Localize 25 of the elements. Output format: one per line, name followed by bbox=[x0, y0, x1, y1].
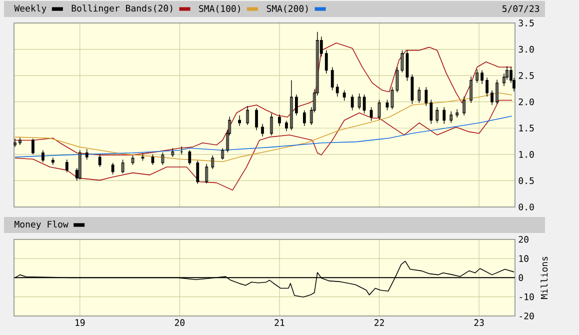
y-tick-label: 0.5 bbox=[518, 177, 534, 184]
y-tick-label: -10 bbox=[520, 293, 534, 300]
y-tick-label: 0 bbox=[518, 274, 524, 282]
y-tick-label: 1.0 bbox=[519, 151, 534, 158]
x-tick-label: 19 bbox=[76, 319, 85, 326]
legend-label: Money Flow bbox=[14, 220, 68, 230]
x-tick-label: 20 bbox=[174, 319, 185, 326]
x-tick-label: 22 bbox=[374, 319, 384, 326]
y-tick-label: 20 bbox=[518, 236, 528, 243]
y-axis-title: Millions bbox=[540, 256, 548, 299]
y-tick-label: 2.5 bbox=[518, 72, 534, 79]
text: 5/07/23 bbox=[502, 5, 540, 13]
legend-label: Weekly bbox=[14, 4, 46, 14]
x-tick-label: 21 bbox=[274, 319, 284, 326]
y-tick-label: 0.0 bbox=[518, 204, 534, 210]
y-tick-label: 3.0 bbox=[518, 46, 534, 53]
legend-label: SMA(200) bbox=[266, 4, 308, 14]
y-tick-label: 10 bbox=[519, 255, 528, 262]
y-tick-label: 3.5 bbox=[518, 20, 534, 26]
y-tick-label: 2.0 bbox=[518, 98, 534, 106]
y-tick-label: -20 bbox=[520, 312, 534, 320]
legend-label: SMA(100) bbox=[199, 4, 240, 14]
y-tick-label: 1.5 bbox=[519, 124, 534, 132]
x-tick-label: 23 bbox=[474, 319, 484, 326]
legend-label: Bollinger Bands(20) bbox=[72, 4, 172, 14]
